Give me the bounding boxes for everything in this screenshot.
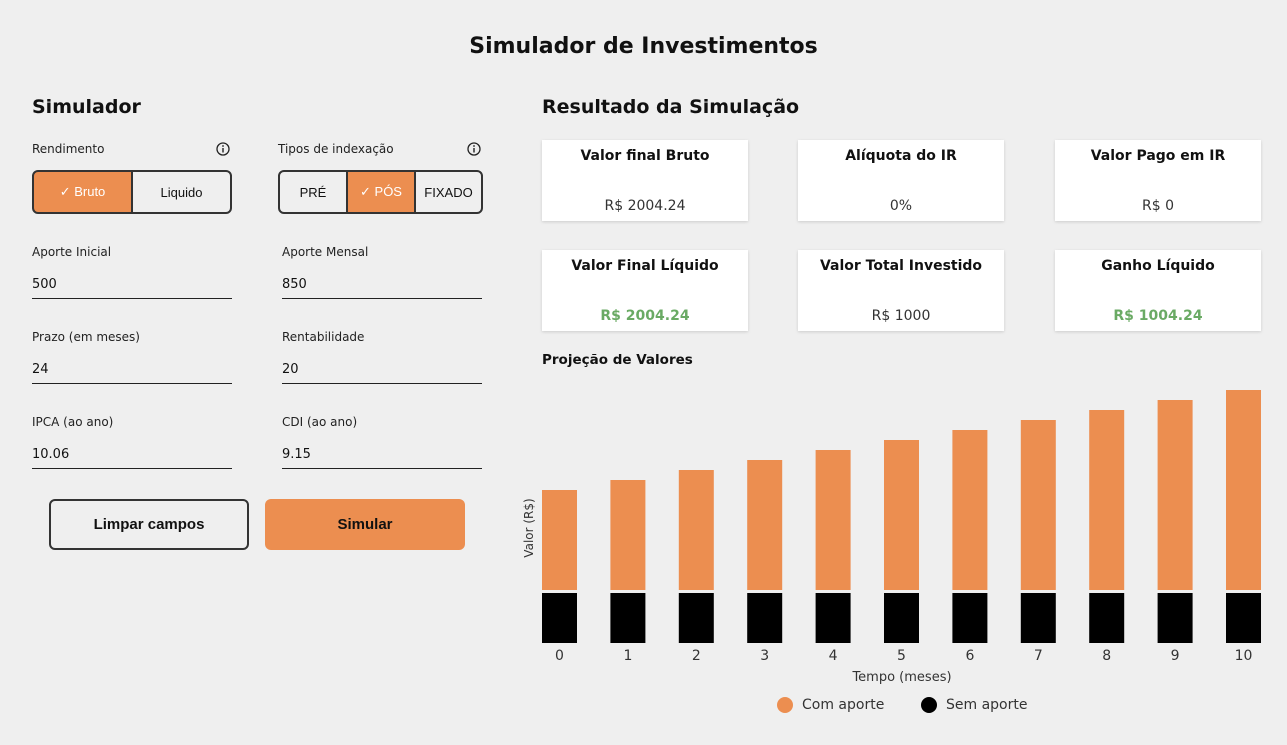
bar-sem-aporte: [542, 593, 577, 643]
indexacao-option-fixado[interactable]: FIXADO: [414, 170, 483, 214]
rentabilidade-input[interactable]: [282, 362, 482, 384]
chart-title: Projeção de Valores: [542, 352, 693, 368]
x-tick-label: 1: [623, 648, 632, 664]
cdi-label: CDI (ao ano): [282, 415, 358, 429]
info-icon[interactable]: [216, 142, 230, 156]
x-tick-label: 9: [1171, 648, 1180, 664]
bar-sem-aporte: [1226, 593, 1261, 643]
legend-label: Com aporte: [802, 697, 885, 713]
card-title: Alíquota do IR: [845, 148, 957, 164]
x-tick-label: 6: [965, 648, 974, 664]
rendimento-label: Rendimento: [32, 142, 105, 156]
legend-dot-icon: [777, 697, 793, 713]
x-tick-label: 7: [1034, 648, 1043, 664]
aporte-inicial-label: Aporte Inicial: [32, 245, 112, 259]
clear-button[interactable]: Limpar campos: [49, 499, 249, 550]
x-axis-label: Tempo (meses): [851, 670, 951, 685]
x-tick-label: 4: [829, 648, 838, 664]
x-tick-label: 8: [1102, 648, 1111, 664]
rendimento-option-liquido[interactable]: Liquido: [131, 170, 232, 214]
card-value: R$ 1000: [871, 308, 931, 324]
x-tick-label: 0: [555, 648, 564, 664]
bar-com-aporte: [610, 480, 646, 590]
result-card-valor-pago-ir: Valor Pago em IR R$ 0: [1055, 140, 1261, 221]
card-title: Valor Final Líquido: [571, 258, 719, 274]
result-card-aliquota-ir: Alíquota do IR 0%: [798, 140, 1004, 221]
indexacao-toggle: PRÉ ✓ PÓS FIXADO: [278, 170, 483, 214]
info-icon[interactable]: [467, 142, 481, 156]
indexacao-option-pre[interactable]: PRÉ: [278, 170, 348, 214]
card-title: Ganho Líquido: [1101, 258, 1215, 274]
bar-sem-aporte: [1020, 593, 1056, 643]
legend-dot-icon: [921, 697, 937, 713]
card-value: 0%: [889, 198, 913, 214]
result-card-valor-final-liquido: Valor Final Líquido R$ 2004.24: [542, 250, 748, 331]
indexacao-option-pos[interactable]: ✓ PÓS: [346, 170, 416, 214]
bar-com-aporte: [1089, 410, 1125, 590]
prazo-input[interactable]: [32, 362, 232, 384]
legend-label: Sem aporte: [946, 697, 1028, 713]
prazo-label: Prazo (em meses): [32, 330, 140, 344]
result-card-valor-final-bruto: Valor final Bruto R$ 2004.24: [542, 140, 748, 221]
bar-com-aporte: [678, 470, 714, 590]
card-title: Valor final Bruto: [580, 148, 710, 164]
bar-sem-aporte: [1089, 593, 1125, 643]
simulator-title: Simulador: [32, 96, 141, 118]
card-value: R$ 2004.24: [600, 308, 690, 324]
results-title: Resultado da Simulação: [542, 96, 800, 118]
bar-sem-aporte: [952, 593, 988, 643]
x-tick-label: 5: [897, 648, 906, 664]
projection-chart: 0 1 2 3 4 5 6 7 8 9 10 Tempo (meses) Valor (R$): [522, 390, 1261, 685]
rendimento-option-bruto[interactable]: ✓ Bruto: [32, 170, 133, 214]
page-title: Simulador de Investimentos: [469, 34, 818, 59]
card-value: R$ 2004.24: [604, 198, 686, 214]
result-card-ganho-liquido: Ganho Líquido R$ 1004.24: [1055, 250, 1261, 331]
x-tick-label: 2: [692, 648, 701, 664]
ipca-input[interactable]: [32, 447, 232, 469]
bar-com-aporte: [542, 490, 577, 590]
bar-sem-aporte: [1157, 593, 1193, 643]
aporte-inicial-input[interactable]: [32, 277, 232, 299]
result-card-valor-total-investido: Valor Total Investido R$ 1000: [798, 250, 1004, 331]
bar-sem-aporte: [815, 593, 851, 643]
aporte-mensal-input[interactable]: [282, 277, 482, 299]
bar-com-aporte: [884, 440, 919, 590]
rentabilidade-label: Rentabilidade: [282, 330, 365, 344]
aporte-mensal-label: Aporte Mensal: [282, 245, 369, 259]
y-axis-label: Valor (R$): [522, 498, 536, 557]
card-value: R$ 0: [1142, 198, 1174, 214]
card-value: R$ 1004.24: [1113, 308, 1203, 324]
bar-sem-aporte: [678, 593, 714, 643]
card-title: Valor Total Investido: [819, 258, 983, 274]
ipca-label: IPCA (ao ano): [32, 415, 114, 429]
indexacao-label: Tipos de indexação: [278, 142, 394, 156]
card-title: Valor Pago em IR: [1090, 148, 1226, 164]
legend-sem-aporte: Sem aporte: [921, 697, 1027, 713]
bar-com-aporte: [815, 450, 851, 590]
bar-com-aporte: [1020, 420, 1056, 590]
bar-com-aporte: [1226, 390, 1261, 590]
bar-sem-aporte: [884, 593, 919, 643]
x-tick-label: 3: [760, 648, 769, 664]
rendimento-toggle: ✓ Bruto Liquido: [32, 170, 232, 214]
bar-sem-aporte: [610, 593, 646, 643]
legend-com-aporte: Com aporte: [777, 697, 884, 713]
simulate-button[interactable]: Simular: [265, 499, 465, 550]
bar-com-aporte: [747, 460, 783, 590]
bar-com-aporte: [1157, 400, 1193, 590]
bar-sem-aporte: [747, 593, 783, 643]
cdi-input[interactable]: [282, 447, 482, 469]
bar-com-aporte: [952, 430, 988, 590]
x-tick-label: 10: [1235, 648, 1253, 664]
